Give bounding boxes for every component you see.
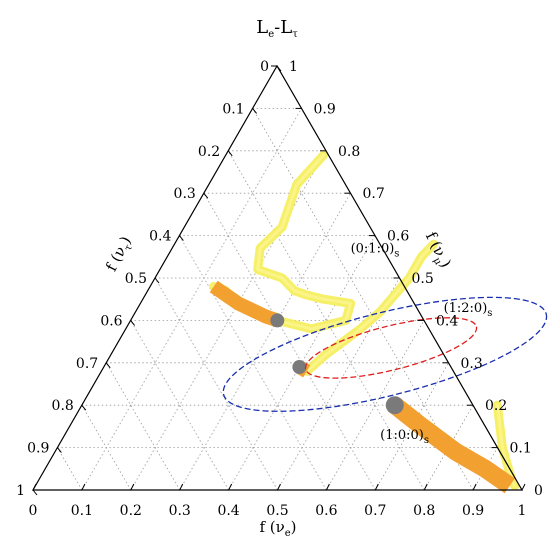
tick-mark-left: [32, 489, 38, 496]
tick-label-ftau: 0.8: [52, 398, 74, 414]
tick-label-fe: 0.4: [217, 503, 239, 519]
tick-label-ftau: 0.7: [76, 356, 98, 372]
tick-mark-bottom: [228, 483, 233, 491]
tick-label-fmu: 1: [289, 59, 298, 75]
tick-label-ftau: 1: [16, 483, 25, 499]
tick-mark-left: [57, 447, 62, 453]
tick-mark-bottom: [521, 483, 526, 491]
tick-mark-bottom: [179, 483, 184, 491]
tick-mark-left: [154, 277, 160, 284]
tick-label-ftau: 0.9: [27, 441, 49, 457]
tick-label-fmu: 0.6: [387, 229, 409, 245]
tick-mark-bottom: [423, 483, 428, 491]
triangle-frame: [31, 64, 526, 496]
tick-mark-left: [227, 150, 233, 157]
tick-mark-left: [203, 192, 209, 199]
tick-mark-left: [252, 108, 257, 114]
grid-line-fe: [81, 108, 302, 491]
tick-label-fmu: 0.3: [461, 356, 483, 372]
contour-0: [304, 317, 478, 379]
grid-line-fe: [326, 320, 425, 491]
tick-label-fmu: 0.5: [412, 271, 434, 287]
grid-line-fe: [130, 150, 327, 491]
tick-mark-bottom: [277, 483, 281, 491]
band-highlight-1: [305, 242, 436, 373]
band-endpoint-1: [292, 360, 307, 375]
tick-mark-bottom: [130, 483, 135, 491]
tick-label-fmu: 0: [534, 483, 543, 499]
tick-mark-left: [81, 404, 87, 411]
band-highlight-2: [495, 403, 517, 488]
tick-label-ftau: 0.4: [149, 229, 171, 245]
tick-label-fe: 0.7: [364, 503, 386, 519]
tick-label-fe: 0.6: [315, 503, 337, 519]
grid-line-ftau: [154, 277, 278, 491]
tick-label-fmu: 0.9: [314, 101, 336, 117]
grid-lines: [57, 108, 498, 491]
tick-mark-left: [276, 65, 282, 72]
source-label-0: (0:1:0)s: [351, 242, 400, 260]
band-thick-0: [209, 280, 280, 328]
tick-mark-bottom: [325, 483, 330, 491]
tick-label-fe: 0.9: [462, 503, 484, 519]
tick-mark-bottom: [472, 483, 477, 491]
tick-mark-left: [179, 235, 184, 241]
tick-label-fe: 0.8: [413, 503, 435, 519]
tick-label-fmu: 0.2: [485, 398, 507, 414]
source-label-1: (1:2:0)s: [444, 301, 493, 319]
tick-label-fe: 0.2: [120, 503, 142, 519]
tick-labels: 0 0 0 0.1 0.1 0.1 0.2 0.2 0.2 0.3 0.3 0.3 0.4 0.4 0.4 0…: [16, 59, 543, 519]
left-axis-label: f (ντ): [102, 233, 137, 275]
tick-mark-bottom: [81, 483, 86, 491]
band-thick-2: [389, 398, 515, 494]
tick-label-fe: 0.3: [169, 503, 191, 519]
tick-mark-bottom: [32, 483, 37, 491]
flavor-bands: [209, 150, 520, 494]
tick-label-fmu: 0.1: [510, 441, 532, 457]
source-label-2: (1:0:0)s: [380, 428, 429, 446]
grid-line-ftau: [227, 150, 425, 491]
grid-line-ftau: [203, 192, 376, 491]
tick-label-ftau: 0.2: [198, 144, 220, 160]
band-endpoint-2: [385, 396, 404, 415]
tick-mark-left: [130, 320, 135, 326]
grid-line-ftau: [57, 447, 83, 491]
grid-line-ftau: [81, 404, 132, 491]
tick-label-ftau: 0.5: [125, 271, 147, 287]
tick-label-fe: 0.1: [71, 503, 93, 519]
tick-label-fmu: 0.8: [338, 144, 360, 160]
band-endpoint-0: [270, 313, 285, 328]
grid-line-ftau: [179, 235, 327, 491]
tick-mark-bottom: [374, 483, 379, 491]
grid-line-fe: [179, 193, 351, 491]
tick-label-ftau: 0.1: [222, 101, 244, 117]
tick-label-fe: 0: [29, 503, 38, 519]
confidence-contours: [222, 296, 548, 412]
tick-mark-left: [105, 362, 111, 369]
band-thin-1: [302, 239, 439, 376]
grid-line-ftau: [130, 320, 229, 491]
tick-label-ftau: 0: [260, 59, 269, 75]
grid-line-fe: [277, 277, 400, 491]
tick-label-fe: 0.5: [266, 503, 288, 519]
tick-label-fe: 1: [518, 503, 527, 519]
grid-line-ftau: [105, 362, 181, 491]
tick-label-ftau: 0.6: [100, 313, 122, 329]
source-labels: (0:1:0)s (1:2:0)s (1:0:0)s: [351, 242, 493, 447]
tick-label-fmu: 0.7: [363, 186, 385, 202]
tick-label-fmu: 0.4: [436, 313, 458, 329]
contour-1: [222, 296, 548, 412]
x-axis-label: f (νe): [259, 518, 296, 539]
chart-title: Le-Lτ: [256, 17, 298, 40]
tick-label-ftau: 0.3: [174, 186, 196, 202]
